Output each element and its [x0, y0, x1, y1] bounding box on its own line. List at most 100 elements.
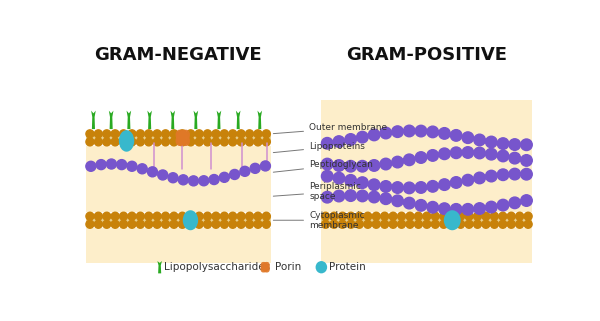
Circle shape [178, 212, 187, 220]
Circle shape [195, 212, 203, 220]
Polygon shape [194, 111, 198, 129]
Circle shape [260, 161, 271, 171]
Circle shape [262, 220, 271, 228]
Circle shape [262, 212, 271, 220]
Circle shape [86, 130, 94, 138]
Circle shape [368, 179, 380, 191]
Circle shape [451, 130, 462, 141]
Circle shape [521, 195, 532, 206]
Circle shape [497, 169, 509, 180]
Circle shape [229, 138, 237, 146]
Circle shape [119, 130, 128, 138]
Circle shape [178, 175, 188, 185]
Circle shape [372, 220, 380, 228]
Bar [86, 146, 271, 212]
Circle shape [457, 212, 464, 220]
Circle shape [230, 169, 239, 179]
Circle shape [380, 193, 392, 204]
Circle shape [474, 203, 485, 214]
Ellipse shape [316, 261, 327, 273]
Circle shape [427, 181, 439, 192]
Circle shape [170, 130, 178, 138]
Circle shape [462, 174, 473, 186]
Circle shape [415, 152, 427, 163]
Circle shape [355, 212, 364, 220]
Circle shape [398, 212, 406, 220]
Circle shape [347, 220, 355, 228]
Polygon shape [170, 111, 175, 129]
Circle shape [509, 139, 521, 150]
Circle shape [345, 190, 356, 201]
Circle shape [128, 220, 136, 228]
Circle shape [237, 130, 245, 138]
Circle shape [178, 138, 187, 146]
Circle shape [178, 130, 187, 138]
Circle shape [415, 212, 422, 220]
Circle shape [356, 131, 368, 143]
Circle shape [482, 212, 490, 220]
Circle shape [106, 159, 116, 169]
Circle shape [240, 166, 250, 176]
Circle shape [237, 138, 245, 146]
Bar [322, 216, 532, 225]
Circle shape [473, 220, 481, 228]
Circle shape [195, 130, 203, 138]
Circle shape [499, 212, 507, 220]
Circle shape [94, 138, 103, 146]
Circle shape [128, 138, 136, 146]
Circle shape [94, 130, 103, 138]
Circle shape [497, 199, 509, 211]
Circle shape [199, 176, 209, 186]
Circle shape [448, 220, 456, 228]
Circle shape [439, 203, 450, 214]
Text: Cytoplasmic
membrane: Cytoplasmic membrane [274, 211, 365, 230]
Circle shape [170, 138, 178, 146]
Polygon shape [109, 111, 113, 129]
Circle shape [497, 150, 509, 162]
Circle shape [254, 138, 262, 146]
Circle shape [364, 220, 372, 228]
Circle shape [220, 220, 229, 228]
Circle shape [415, 220, 422, 228]
Text: Periplasmic
space: Periplasmic space [274, 182, 361, 202]
Circle shape [368, 129, 380, 141]
Circle shape [229, 220, 237, 228]
Circle shape [262, 130, 271, 138]
Circle shape [372, 212, 380, 220]
Text: GRAM-NEGATIVE: GRAM-NEGATIVE [94, 46, 262, 64]
Polygon shape [91, 111, 96, 129]
Bar [322, 228, 532, 263]
Circle shape [406, 212, 414, 220]
Circle shape [356, 190, 368, 202]
Circle shape [440, 212, 448, 220]
Circle shape [145, 130, 153, 138]
Ellipse shape [444, 210, 461, 230]
Circle shape [94, 212, 103, 220]
Circle shape [338, 212, 346, 220]
Circle shape [229, 212, 237, 220]
Circle shape [497, 138, 509, 149]
Circle shape [392, 195, 403, 207]
Circle shape [209, 175, 219, 185]
Text: Protein: Protein [329, 262, 366, 272]
Circle shape [203, 138, 212, 146]
Circle shape [509, 152, 521, 164]
Circle shape [448, 212, 456, 220]
Circle shape [333, 190, 345, 202]
Circle shape [96, 160, 106, 169]
Circle shape [515, 212, 524, 220]
Circle shape [86, 138, 94, 146]
Circle shape [212, 130, 220, 138]
Circle shape [389, 220, 397, 228]
Circle shape [403, 154, 415, 166]
Circle shape [128, 212, 136, 220]
Circle shape [136, 130, 145, 138]
Circle shape [188, 176, 199, 186]
Circle shape [119, 212, 128, 220]
Circle shape [380, 158, 392, 170]
Circle shape [356, 160, 368, 172]
Circle shape [333, 136, 345, 147]
Circle shape [521, 169, 532, 180]
Circle shape [338, 220, 346, 228]
Circle shape [250, 163, 260, 173]
